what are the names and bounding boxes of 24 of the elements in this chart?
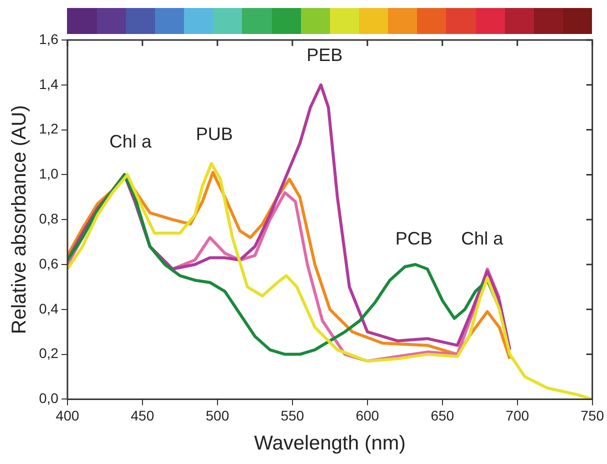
- y-tick-label: 0,0: [38, 390, 59, 406]
- y-tick-label: 1,2: [38, 120, 59, 137]
- x-tick-label: 650: [430, 407, 454, 424]
- annotation: PUB: [196, 124, 233, 144]
- y-tick-label: 1,0: [38, 166, 59, 182]
- x-tick-label: 750: [580, 407, 604, 424]
- y-tick-label: 0,4: [38, 300, 59, 316]
- y-tick-label: 0,2: [38, 345, 59, 362]
- y-tick-label: 0,6: [38, 255, 59, 272]
- y-tick-label: 1,6: [38, 30, 59, 47]
- x-tick-label: 450: [130, 407, 154, 424]
- annotation: Chl a: [461, 228, 504, 248]
- annotation: Chl a: [109, 131, 152, 152]
- x-tick-label: 700: [506, 407, 530, 424]
- y-tick-label: 0,8: [38, 210, 59, 226]
- x-tick-label: 500: [206, 407, 230, 424]
- x-axis-title: Wavelength (nm): [254, 432, 406, 455]
- x-tick-label: 550: [280, 407, 304, 424]
- x-tick-label: 400: [56, 407, 80, 424]
- y-axis-title: Relative absorbance (AU): [8, 105, 31, 334]
- x-tick-label: 600: [356, 407, 380, 424]
- annotation: PCB: [395, 228, 432, 248]
- y-tick-label: 1,4: [38, 76, 59, 92]
- annotation: PEB: [306, 45, 343, 66]
